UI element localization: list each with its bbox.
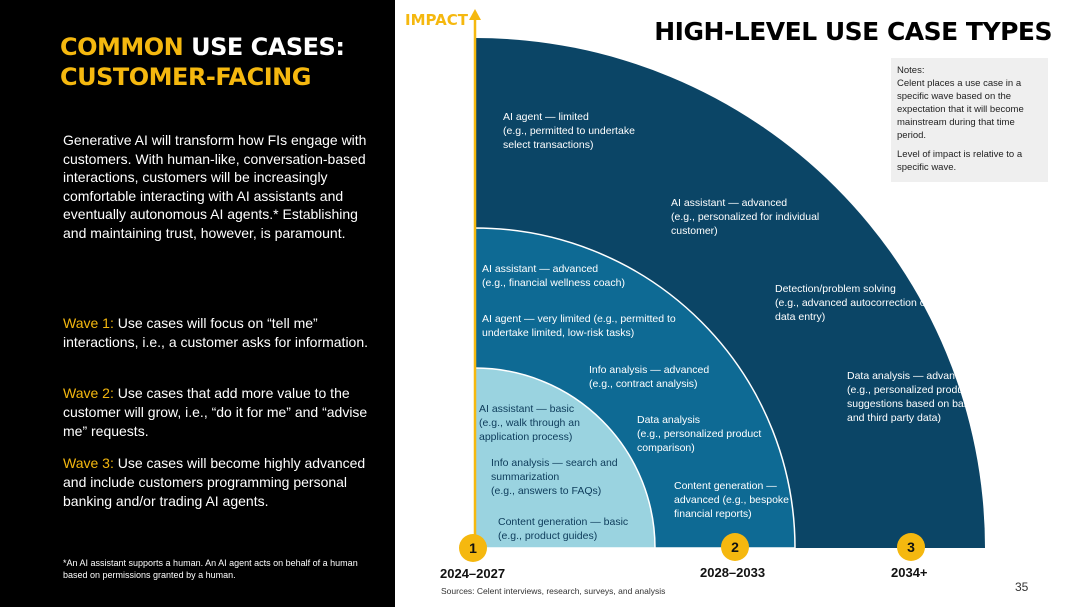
wave2-body: Use cases that add more value to the cus…	[63, 385, 368, 439]
wave1-label: Wave 1:	[63, 315, 114, 331]
wave3-body: Use cases will become highly advanced an…	[63, 455, 366, 509]
item-title: Info analysis — advanced	[589, 364, 710, 376]
title-accent: COMMON	[60, 33, 184, 61]
wave3-label: Wave 3:	[63, 455, 114, 471]
item-detail: (e.g., walk through an application proce…	[479, 417, 580, 443]
wave2-item: AI agent — very limited (e.g., permitted…	[482, 312, 702, 340]
wave1-item: Info analysis — search and summarization…	[491, 456, 641, 498]
item-title: AI agent — very limited	[482, 313, 591, 325]
wave2-text: Wave 2: Use cases that add more value to…	[63, 384, 373, 441]
item-title: Content generation — advanced	[674, 480, 777, 506]
page-number: 35	[1015, 580, 1029, 594]
wave1-item: AI assistant — basic (e.g., walk through …	[479, 402, 594, 444]
wave3-years: 2034+	[891, 565, 928, 580]
item-detail: (e.g., permitted to undertake limited, l…	[482, 313, 676, 339]
item-detail: (e.g., permitted to undertake select tra…	[503, 125, 635, 151]
wave1-text: Wave 1: Use cases will focus on “tell me…	[63, 314, 373, 352]
left-title: COMMON USE CASES: CUSTOMER-FACING	[60, 32, 380, 92]
impact-label: IMPACT	[405, 11, 468, 29]
item-detail: (e.g., bespoke financial reports)	[674, 494, 790, 520]
item-title: Content generation — basic	[498, 516, 629, 528]
item-detail: (e.g., personalized for individual custo…	[671, 211, 820, 237]
wave1-area	[474, 367, 656, 549]
wave1-item: Content generation — basic (e.g., product…	[498, 515, 656, 543]
item-title: Data analysis	[637, 414, 701, 426]
quarter-circle-diagram	[469, 9, 985, 549]
title-line2: CUSTOMER-FACING	[60, 63, 311, 91]
item-detail: (e.g., product guides)	[498, 530, 598, 542]
item-detail: (e.g., answers to FAQs)	[491, 485, 602, 497]
intro-text: Generative AI will transform how FIs eng…	[63, 132, 367, 241]
wave3-item: Data analysis — advanced (e.g., personali…	[847, 369, 982, 425]
wave2-label: Wave 2:	[63, 385, 114, 401]
wave3-badge: 3	[897, 533, 925, 561]
wave1-years: 2024–2027	[440, 566, 506, 581]
item-title: Info analysis — search and summarization	[491, 457, 618, 483]
notes-paragraph-2: Level of impact is relative to a specifi…	[897, 149, 1023, 173]
item-title: Detection/problem solving	[775, 283, 896, 295]
wave2-item: AI assistant — advanced (e.g., financial …	[482, 262, 652, 290]
impact-arrowhead	[469, 9, 481, 20]
left-panel: COMMON USE CASES: CUSTOMER-FACING Genera…	[0, 0, 395, 607]
page-title: HIGH-LEVEL USE CASE TYPES	[654, 17, 1052, 46]
item-detail: (e.g., personalized product suggestions …	[847, 384, 975, 424]
wave3-item: Detection/problem solving (e.g., advanced…	[775, 282, 935, 324]
wave2-years: 2028–2033	[700, 565, 766, 580]
title-rest: USE CASES:	[183, 33, 345, 61]
wave2-item: Content generation — advanced (e.g., bes…	[674, 479, 802, 521]
item-title: AI assistant — basic	[479, 403, 575, 415]
wave3-text: Wave 3: Use cases will become highly adv…	[63, 454, 373, 511]
wave2-badge: 2	[721, 533, 749, 561]
item-detail: (e.g., personalized product comparison)	[637, 428, 762, 454]
wave2-item: Info analysis — advanced (e.g., contract …	[589, 363, 739, 391]
notes-paragraph-1: Celent places a use case in a specific w…	[897, 78, 1024, 141]
right-panel: IMPACT HIGH-LEVEL USE CASE TYPES Notes: …	[395, 0, 1080, 607]
wave1-badge: 1	[459, 534, 487, 562]
wave1-body: Use cases will focus on “tell me” intera…	[63, 315, 369, 350]
item-detail: (e.g., financial wellness coach)	[482, 277, 625, 289]
item-title: AI agent — limited	[503, 111, 589, 123]
footnote: *An AI assistant supports a human. An AI…	[63, 558, 358, 580]
item-title: Data analysis — advanced	[847, 370, 972, 382]
wave3-item: AI assistant — advanced (e.g., personaliz…	[671, 196, 821, 238]
item-title: AI assistant — advanced	[671, 197, 788, 209]
item-detail: (e.g., advanced autocorrection of data e…	[775, 297, 929, 323]
notes-box: Notes: Celent places a use case in a spe…	[891, 58, 1048, 182]
wave3-item: AI agent — limited (e.g., permitted to un…	[503, 110, 663, 152]
notes-heading: Notes:	[897, 65, 925, 76]
item-title: AI assistant — advanced	[482, 263, 599, 275]
item-detail: (e.g., contract analysis)	[589, 378, 698, 390]
sources-note: Sources: Celent interviews, research, su…	[441, 586, 666, 596]
wave2-item: Data analysis (e.g., personalized product…	[637, 413, 785, 455]
